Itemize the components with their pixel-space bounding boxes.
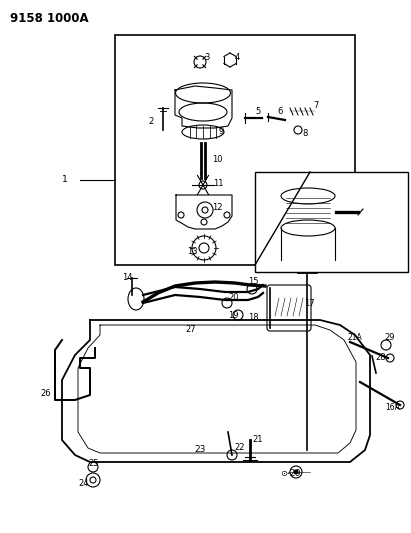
Text: ⊙-29: ⊙-29 bbox=[280, 470, 300, 479]
Text: 17: 17 bbox=[304, 300, 315, 309]
Text: 10: 10 bbox=[212, 156, 222, 165]
Text: 30: 30 bbox=[323, 193, 334, 203]
Circle shape bbox=[294, 470, 298, 474]
Text: 18: 18 bbox=[248, 312, 259, 321]
Text: 15: 15 bbox=[248, 277, 259, 286]
Text: 28: 28 bbox=[375, 352, 386, 361]
Text: 5: 5 bbox=[255, 108, 260, 117]
Text: 16: 16 bbox=[313, 265, 323, 274]
Text: 8: 8 bbox=[302, 128, 307, 138]
Bar bbox=[255, 172, 408, 272]
Text: 22: 22 bbox=[234, 442, 245, 451]
Text: 21: 21 bbox=[252, 435, 263, 445]
Text: 12: 12 bbox=[212, 204, 222, 213]
Text: 19: 19 bbox=[228, 311, 238, 320]
Text: 31: 31 bbox=[362, 204, 373, 213]
Text: 16A: 16A bbox=[385, 403, 400, 413]
Text: 13: 13 bbox=[187, 247, 198, 256]
Text: 23: 23 bbox=[194, 446, 206, 455]
Text: 2: 2 bbox=[148, 117, 153, 126]
Text: 26: 26 bbox=[40, 389, 51, 398]
Text: 25: 25 bbox=[88, 459, 99, 469]
Text: 3: 3 bbox=[204, 52, 209, 61]
Text: 7: 7 bbox=[313, 101, 319, 110]
Text: 9158 1000A: 9158 1000A bbox=[10, 12, 89, 25]
Text: 6: 6 bbox=[277, 107, 282, 116]
Text: 27: 27 bbox=[185, 326, 196, 335]
Text: 4: 4 bbox=[235, 52, 240, 61]
Text: 20: 20 bbox=[228, 293, 238, 302]
Text: 11: 11 bbox=[213, 179, 224, 188]
Text: 9: 9 bbox=[218, 126, 223, 135]
Text: 29: 29 bbox=[384, 334, 395, 343]
Text: 24: 24 bbox=[78, 479, 88, 488]
Bar bbox=[115, 35, 355, 265]
Text: 21A: 21A bbox=[348, 334, 363, 343]
Text: 1: 1 bbox=[62, 175, 68, 184]
Text: 14: 14 bbox=[122, 273, 132, 282]
